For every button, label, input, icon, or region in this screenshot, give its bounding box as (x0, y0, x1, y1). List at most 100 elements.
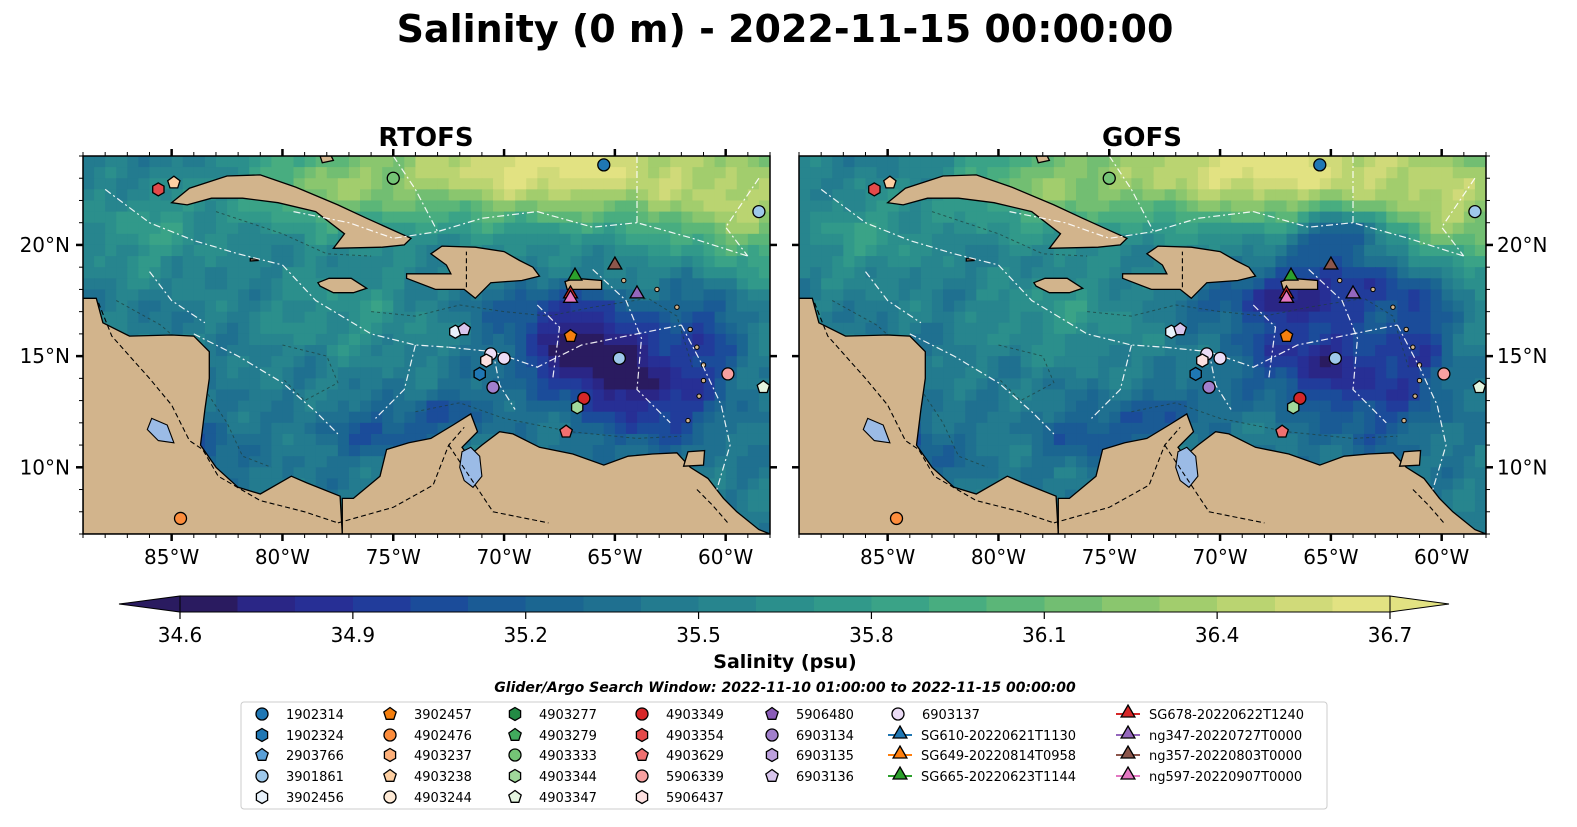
legend-label: 5906437 (666, 791, 724, 806)
legend-marker (383, 768, 397, 782)
legend-item: SG610-20220621T1130 (888, 724, 1076, 744)
map-panel-rtofs[interactable]: RTOFS 85°W 80°W 75°W 70°W 65°W 60°W 10°N 15°N 20… (20, 123, 777, 569)
lon-tick-label: 60°W (698, 545, 753, 569)
land-trinidad (1398, 449, 1422, 467)
land-hispaniola (405, 245, 541, 300)
colorbar-tick-label: 35.2 (503, 623, 548, 647)
land-hispaniola (1121, 245, 1257, 300)
legend-label: 4903629 (666, 749, 724, 764)
legend-label: ng357-20220803T0000 (1149, 749, 1302, 764)
legend-marker (383, 728, 397, 742)
colorbar-tick-label: 36.4 (1195, 623, 1240, 647)
float-marker (152, 182, 165, 197)
legend-label: 3901861 (286, 770, 344, 785)
float-marker (1196, 353, 1209, 368)
legend-item: 5906480 (765, 706, 854, 723)
legend-item: 4903629 (635, 747, 724, 764)
float-marker (1275, 424, 1290, 438)
legend-marker (891, 744, 909, 759)
legend-item: 4903354 (635, 727, 724, 744)
colorbar-tick-label: 36.7 (1368, 623, 1413, 647)
colorbar: 34.6 34.9 35.2 35.5 35.8 36.1 36.4 36.7 Salinit… (118, 595, 1450, 673)
legend: 1902314 1902324 2903766 3901861 3902456 39024… (240, 701, 1328, 810)
legend-item: 6903136 (765, 768, 854, 785)
float-marker (756, 379, 770, 394)
legend-label: SG610-20220621T1130 (921, 729, 1076, 744)
colorbar-tick-label: 34.6 (158, 623, 203, 647)
glider-marker (1322, 255, 1339, 270)
land-island (654, 286, 660, 293)
lon-tick-label: 75°W (1082, 545, 1137, 569)
legend-item: 6903135 (765, 747, 854, 764)
colorbar-tick-label: 36.1 (1022, 623, 1067, 647)
legend-label: SG649-20220814T0958 (921, 749, 1076, 764)
legend-marker (508, 748, 522, 762)
float-marker (1213, 351, 1227, 365)
observation-markers (868, 158, 1486, 526)
land-island (1412, 393, 1418, 399)
land-island (1403, 326, 1409, 333)
legend-item: 4903333 (508, 748, 597, 764)
legend-label: 5906480 (796, 708, 854, 723)
eez-boundaries (104, 156, 760, 490)
float-marker (1173, 322, 1188, 336)
legend-label: 2903766 (286, 749, 344, 764)
legend-marker (255, 727, 269, 743)
land-island (621, 277, 627, 284)
legend-item: 4903237 (383, 747, 472, 764)
country-borders (813, 251, 1445, 524)
legend-label: 4903238 (414, 770, 472, 785)
float-marker (1286, 400, 1300, 415)
glider-marker (1282, 266, 1300, 281)
float-marker (1102, 171, 1116, 185)
land-jamaica (316, 277, 369, 294)
legend-item: 5906437 (635, 789, 724, 806)
float-marker (868, 182, 881, 197)
legend-marker (508, 727, 522, 741)
land-central-america (799, 297, 1059, 534)
legend-item: 4903347 (508, 789, 597, 806)
lon-tick-label: 85°W (860, 545, 915, 569)
legend-label: 6903136 (796, 770, 854, 785)
legend-marker (508, 789, 522, 803)
legend-marker (383, 747, 397, 763)
float-marker (570, 400, 584, 415)
legend-item: ng357-20220803T0000 (1116, 744, 1302, 764)
lon-tick-label: 60°W (1414, 545, 1469, 569)
legend-item: 4903344 (508, 768, 597, 785)
float-marker (1468, 204, 1482, 219)
legend-label: 6903135 (796, 749, 854, 764)
float-marker (1279, 328, 1294, 343)
land-island (687, 326, 693, 333)
legend-label: 4903244 (414, 791, 472, 806)
search-window-text: Glider/Argo Search Window: 2022-11-10 01… (494, 680, 1076, 696)
colorbar-extend-min (118, 595, 181, 613)
legend-label: 4903237 (414, 749, 472, 764)
map-panel-gofs[interactable]: GOFS 85°W 80°W 75°W 70°W 65°W 60°W 10°N 15°N 20°… (792, 123, 1547, 569)
legend-marker (255, 747, 269, 761)
legend-marker (383, 706, 397, 720)
lake-nicaragua (146, 417, 175, 444)
legend-label: 4903277 (539, 708, 597, 723)
legend-marker (1119, 744, 1137, 759)
legend-item: SG665-20220623T1144 (888, 765, 1076, 785)
float-marker (166, 175, 181, 189)
legend-label: 4903344 (539, 770, 597, 785)
legend-label: 1902324 (286, 729, 344, 744)
legend-item: 3901861 (255, 769, 344, 785)
glider-marker (566, 266, 584, 281)
panel-title-gofs: GOFS (1102, 123, 1182, 153)
legend-item: 4903238 (383, 768, 472, 785)
float-marker (597, 158, 611, 172)
legend-label: 6903134 (796, 729, 854, 744)
float-marker (386, 171, 400, 185)
float-marker (559, 424, 574, 438)
legend-marker (765, 706, 779, 720)
legend-item: ng597-20220907T0000 (1116, 765, 1302, 785)
land-island (700, 377, 707, 384)
legend-label: ng347-20220727T0000 (1149, 729, 1302, 744)
legend-item: 2903766 (255, 747, 344, 764)
land-island (1390, 304, 1396, 310)
legend-marker (635, 727, 649, 743)
